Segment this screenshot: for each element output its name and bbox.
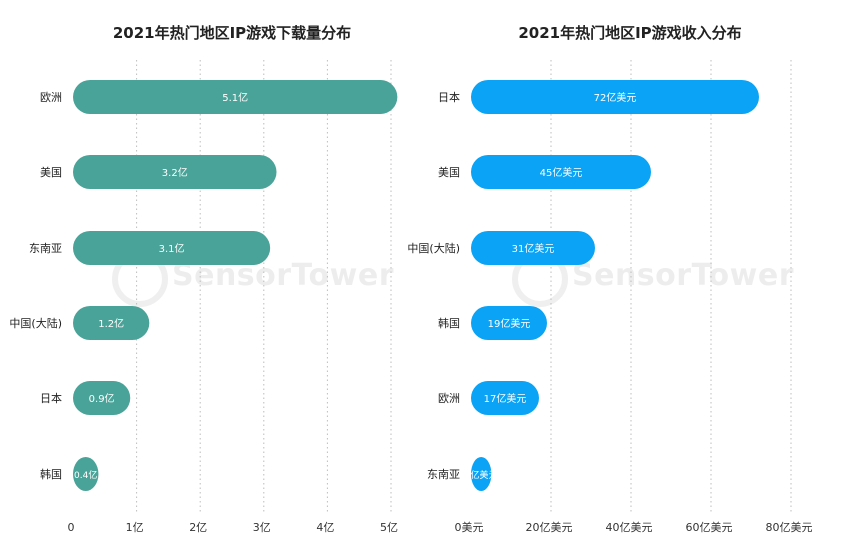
- download-x-tick-label: 5亿: [380, 521, 398, 534]
- revenue-x-tick-label: 80亿美元: [766, 521, 813, 534]
- download-bar: [73, 306, 150, 340]
- download-category-label: 美国: [40, 166, 62, 179]
- download-category-label: 欧洲: [40, 91, 62, 104]
- revenue-data-label: 45亿美元: [540, 166, 583, 179]
- download-category-label: 中国(大陆): [9, 316, 62, 330]
- download-x-tick-label: 2亿: [189, 521, 207, 534]
- download-data-label: 5.1亿: [222, 91, 248, 104]
- watermark-right: SensorTower: [572, 258, 795, 293]
- revenue-data-label: 4亿美元: [465, 469, 498, 481]
- revenue-data-label: 72亿美元: [594, 91, 637, 104]
- revenue-data-label: 17亿美元: [484, 392, 527, 405]
- right-chart-title: 2021年热门地区IP游戏收入分布: [518, 24, 742, 42]
- revenue-category-label: 韩国: [438, 316, 460, 330]
- download-bar: [73, 155, 277, 189]
- revenue-bar: [471, 457, 492, 491]
- revenue-x-tick-label: 20亿美元: [526, 521, 573, 534]
- download-category-label: 韩国: [40, 467, 62, 481]
- revenue-bar: [471, 80, 759, 114]
- download-data-label: 3.1亿: [159, 242, 185, 255]
- revenue-bar: [471, 306, 547, 340]
- download-bar: [73, 231, 271, 265]
- revenue-category-label: 日本: [438, 90, 460, 104]
- revenue-x-tick-label: 60亿美元: [686, 521, 733, 534]
- download-category-label: 东南亚: [29, 242, 62, 255]
- download-x-tick-label: 3亿: [253, 521, 271, 534]
- revenue-bar: [471, 155, 651, 189]
- download-x-tick-label: 1亿: [126, 521, 144, 534]
- revenue-data-label: 31亿美元: [512, 242, 555, 255]
- revenue-x-tick-label: 40亿美元: [606, 521, 653, 534]
- revenue-data-label: 19亿美元: [488, 317, 531, 330]
- download-bar: [73, 457, 99, 491]
- download-data-label: 0.4亿: [74, 469, 97, 481]
- revenue-bar: [471, 381, 539, 415]
- revenue-category-label: 欧洲: [438, 392, 460, 405]
- revenue-category-label: 东南亚: [427, 468, 460, 481]
- download-data-label: 3.2亿: [162, 166, 188, 179]
- download-data-label: 0.9亿: [89, 392, 115, 405]
- revenue-category-label: 美国: [438, 166, 460, 179]
- revenue-category-label: 中国(大陆): [407, 241, 460, 255]
- download-x-tick-label: 0: [68, 521, 75, 534]
- download-category-label: 日本: [40, 391, 62, 405]
- download-bar: [73, 381, 131, 415]
- download-x-tick-label: 4亿: [316, 521, 334, 534]
- revenue-bar: [471, 231, 595, 265]
- left-chart-title: 2021年热门地区IP游戏下载量分布: [112, 24, 352, 42]
- revenue-x-tick-label: 0美元: [455, 521, 484, 534]
- download-data-label: 1.2亿: [98, 317, 124, 330]
- download-bar: [73, 80, 398, 114]
